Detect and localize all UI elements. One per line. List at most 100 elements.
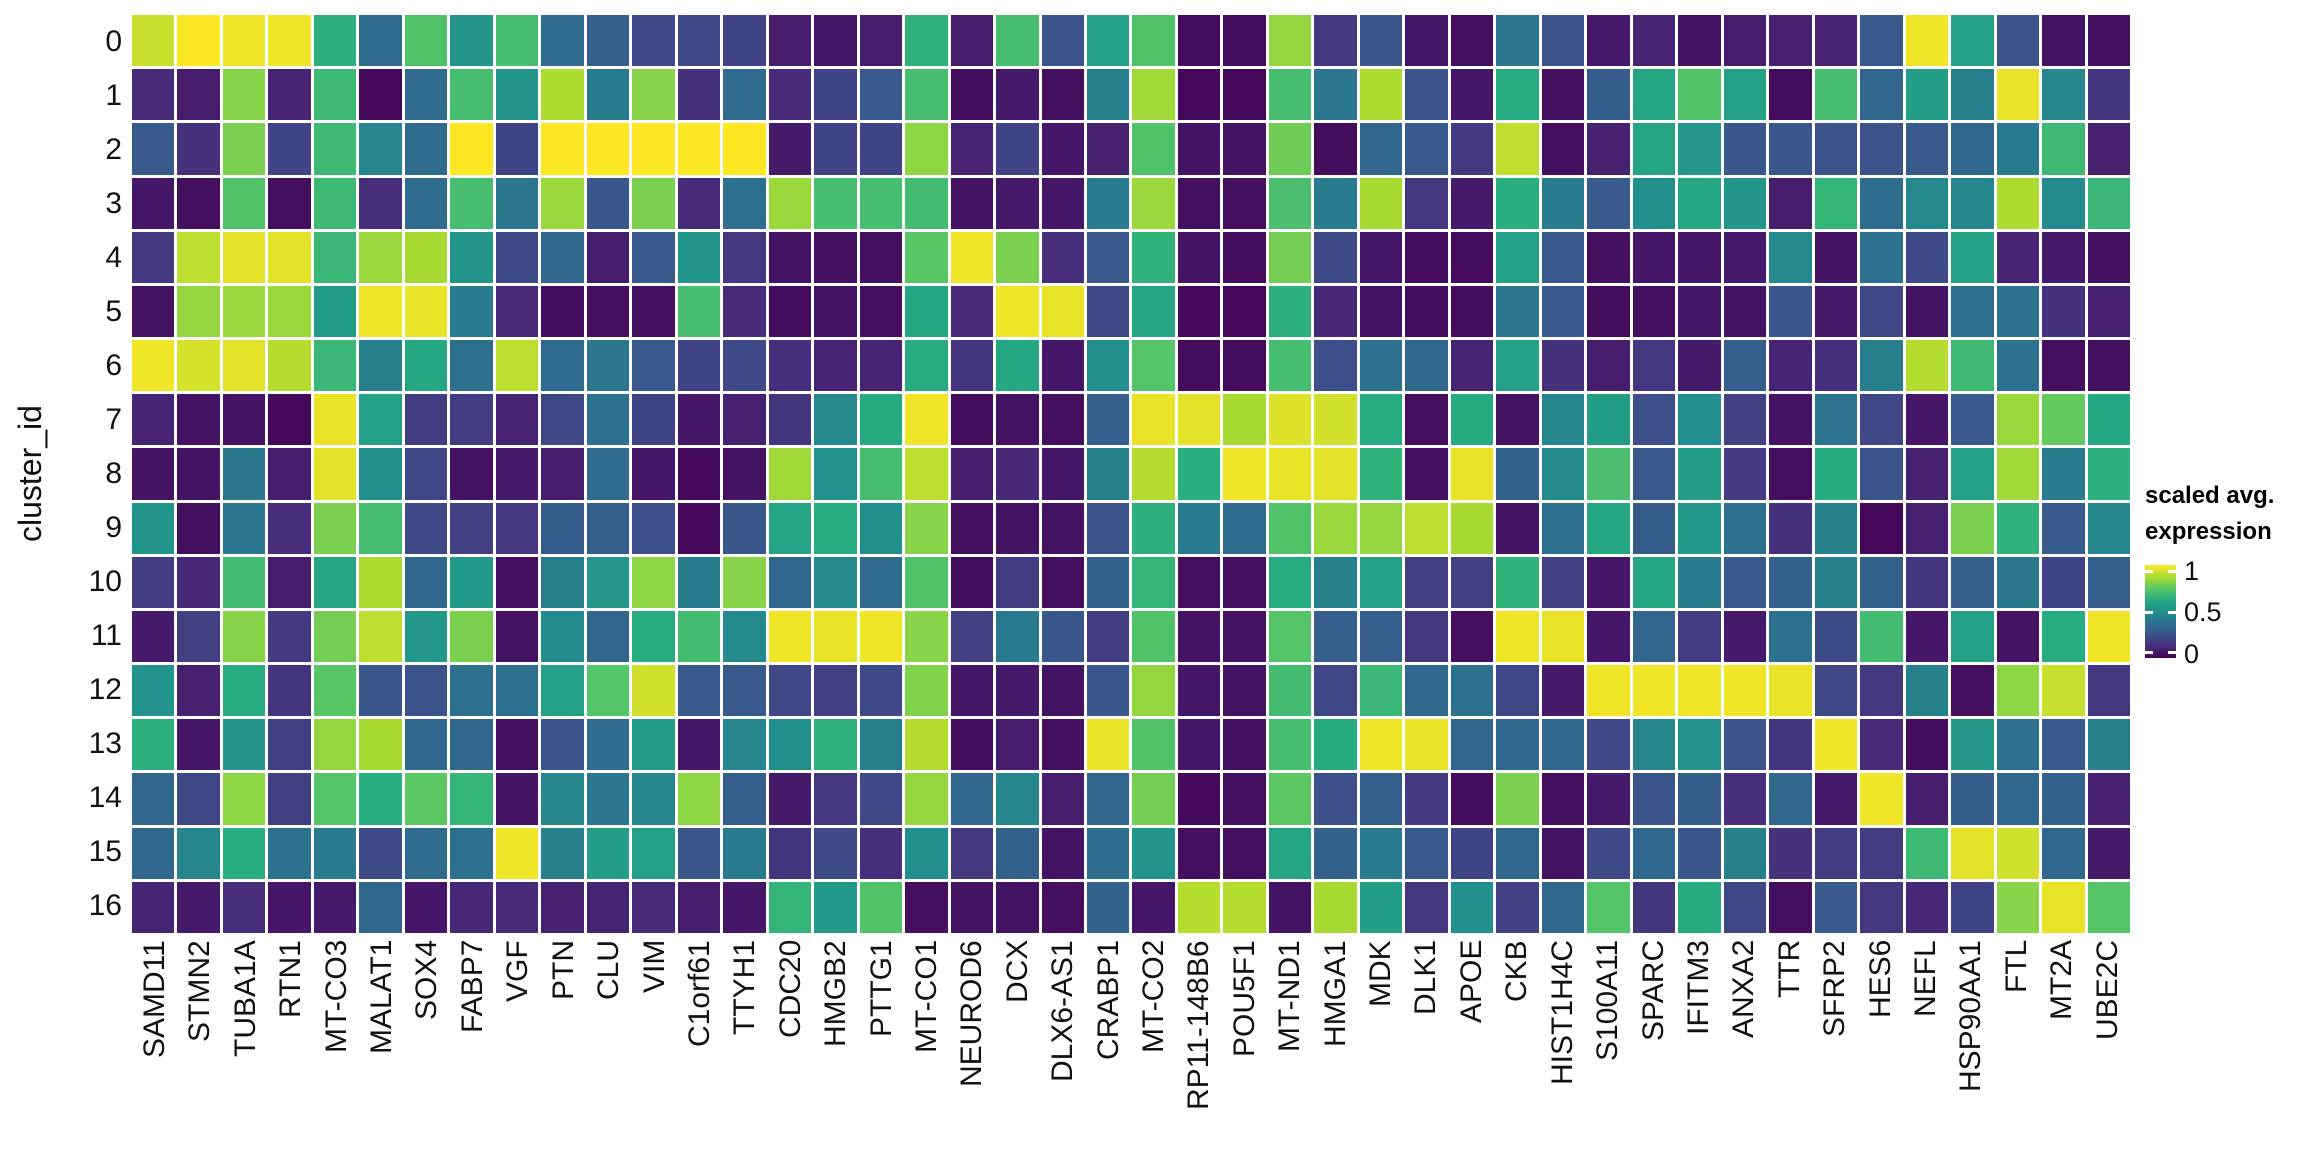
heatmap-cell [1632,394,1676,446]
heatmap-cell [1177,69,1221,121]
legend-tick-label-0: 0 [2184,639,2200,669]
heatmap-cell [222,177,266,229]
heatmap-cell [268,394,311,446]
heatmap-cell [1814,502,1858,554]
heatmap-cell [1223,448,1266,500]
heatmap-cell [950,665,994,717]
heatmap-cell [1359,69,1403,121]
heatmap-cell [996,231,1039,283]
heatmap-cell [1587,340,1630,392]
heatmap-cell [1632,285,1676,338]
heatmap-cell [1587,827,1630,879]
heatmap-cell [404,556,448,608]
heatmap-cell [1905,340,1949,392]
heatmap-cell [313,177,357,229]
heatmap-cell [1223,773,1266,825]
heatmap-cell [1723,340,1767,392]
heatmap-cell [1041,231,1085,283]
heatmap-cell [1951,285,1994,338]
x-tick-label: RTN1 [274,940,308,1018]
heatmap-cell [859,719,903,771]
heatmap-cell [1132,881,1175,933]
heatmap-cell [950,231,994,283]
heatmap-cell [1223,340,1266,392]
heatmap-cell [1132,448,1175,500]
heatmap-cell [723,340,766,392]
heatmap-cell [1723,556,1767,608]
heatmap-cell [1177,556,1221,608]
heatmap-cell [1587,123,1630,175]
y-tick-label: 3 [105,187,122,220]
heatmap-cell [996,285,1039,338]
x-tick-label: CRABP1 [1091,940,1125,1061]
heatmap-cell [2042,881,2085,933]
heatmap-cell [1041,665,1085,717]
heatmap-cell [632,285,675,338]
heatmap-cell [177,556,220,608]
heatmap-cell [1769,556,1812,608]
heatmap-cell [1314,394,1357,446]
heatmap-cell [950,69,994,121]
heatmap-cell [632,827,675,879]
heatmap-cell [1996,665,2040,717]
heatmap-cell [632,340,675,392]
heatmap-cell [313,15,357,67]
heatmap-cell [1087,719,1130,771]
x-tick-label: MT-ND1 [1273,940,1307,1052]
heatmap-cell [404,827,448,879]
heatmap-cell [1405,123,1448,175]
heatmap-cell [950,15,994,67]
heatmap-cell [1177,881,1221,933]
heatmap-cell [1314,556,1357,608]
heatmap-cell [1905,773,1949,825]
heatmap-cell [2042,15,2085,67]
heatmap-cell [450,502,493,554]
legend-tick-label-1: 1 [2184,556,2200,586]
heatmap-cell [1223,285,1266,338]
heatmap-cell [586,394,630,446]
heatmap-cell [1860,231,1903,283]
heatmap-cell [1405,340,1448,392]
heatmap-cell [905,719,948,771]
heatmap-cell [814,123,857,175]
heatmap-cell [1632,231,1676,283]
heatmap-cell [132,665,175,717]
heatmap-cell [996,15,1039,67]
heatmap-cell [313,556,357,608]
heatmap-cell [905,177,948,229]
heatmap-cell [1905,448,1949,500]
heatmap-cell [1905,15,1949,67]
heatmap-cell [1132,556,1175,608]
heatmap-cell [1041,448,1085,500]
heatmap-cell [723,448,766,500]
heatmap-cell [1587,773,1630,825]
heatmap-cell [268,123,311,175]
heatmap-cell [177,665,220,717]
heatmap-cell [222,123,266,175]
heatmap-cell [1405,177,1448,229]
heatmap-cell [1996,69,2040,121]
heatmap-cell [359,773,402,825]
heatmap-cell [859,610,903,663]
heatmap-cell [1587,665,1630,717]
heatmap-cell [1450,448,1494,500]
heatmap-cell [404,448,448,500]
x-tick-label: CKB [1500,940,1534,1002]
heatmap-cell [1587,231,1630,283]
heatmap-cell [450,340,493,392]
heatmap-cell [677,610,721,663]
heatmap-cell [1860,123,1903,175]
heatmap-cell [132,69,175,121]
heatmap-cell [723,285,766,338]
heatmap-cell [814,340,857,392]
heatmap-cell [450,556,493,608]
heatmap-cell [1450,556,1494,608]
heatmap-cell [1041,502,1085,554]
heatmap-cell [1405,69,1448,121]
heatmap-cell [450,773,493,825]
heatmap-cell [132,556,175,608]
heatmap-cell [814,827,857,879]
heatmap-cell [1087,340,1130,392]
heatmap-cell [1951,665,1994,717]
heatmap-cell [1678,719,1721,771]
